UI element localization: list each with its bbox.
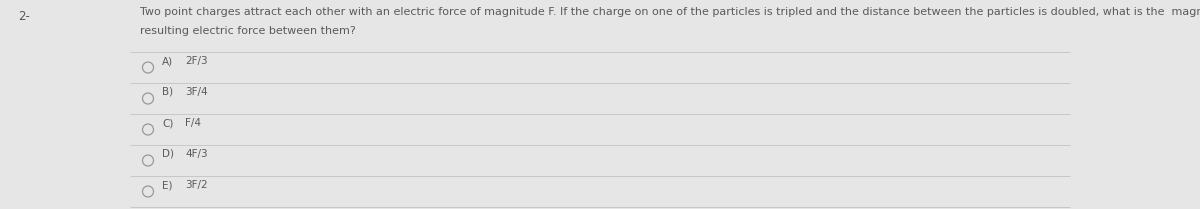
Text: 3F/4: 3F/4: [185, 87, 208, 97]
Text: 3F/2: 3F/2: [185, 180, 208, 190]
Text: F/4: F/4: [185, 118, 202, 128]
Text: B): B): [162, 87, 173, 97]
Text: E): E): [162, 180, 173, 190]
Text: resulting electric force between them?: resulting electric force between them?: [140, 26, 355, 36]
Text: Two point charges attract each other with an electric force of magnitude F. If t: Two point charges attract each other wit…: [140, 7, 1200, 17]
Text: A): A): [162, 56, 173, 66]
Text: D): D): [162, 149, 174, 159]
Text: 2F/3: 2F/3: [185, 56, 208, 66]
Text: 4F/3: 4F/3: [185, 149, 208, 159]
Text: 2-: 2-: [18, 10, 30, 23]
Text: C): C): [162, 118, 173, 128]
